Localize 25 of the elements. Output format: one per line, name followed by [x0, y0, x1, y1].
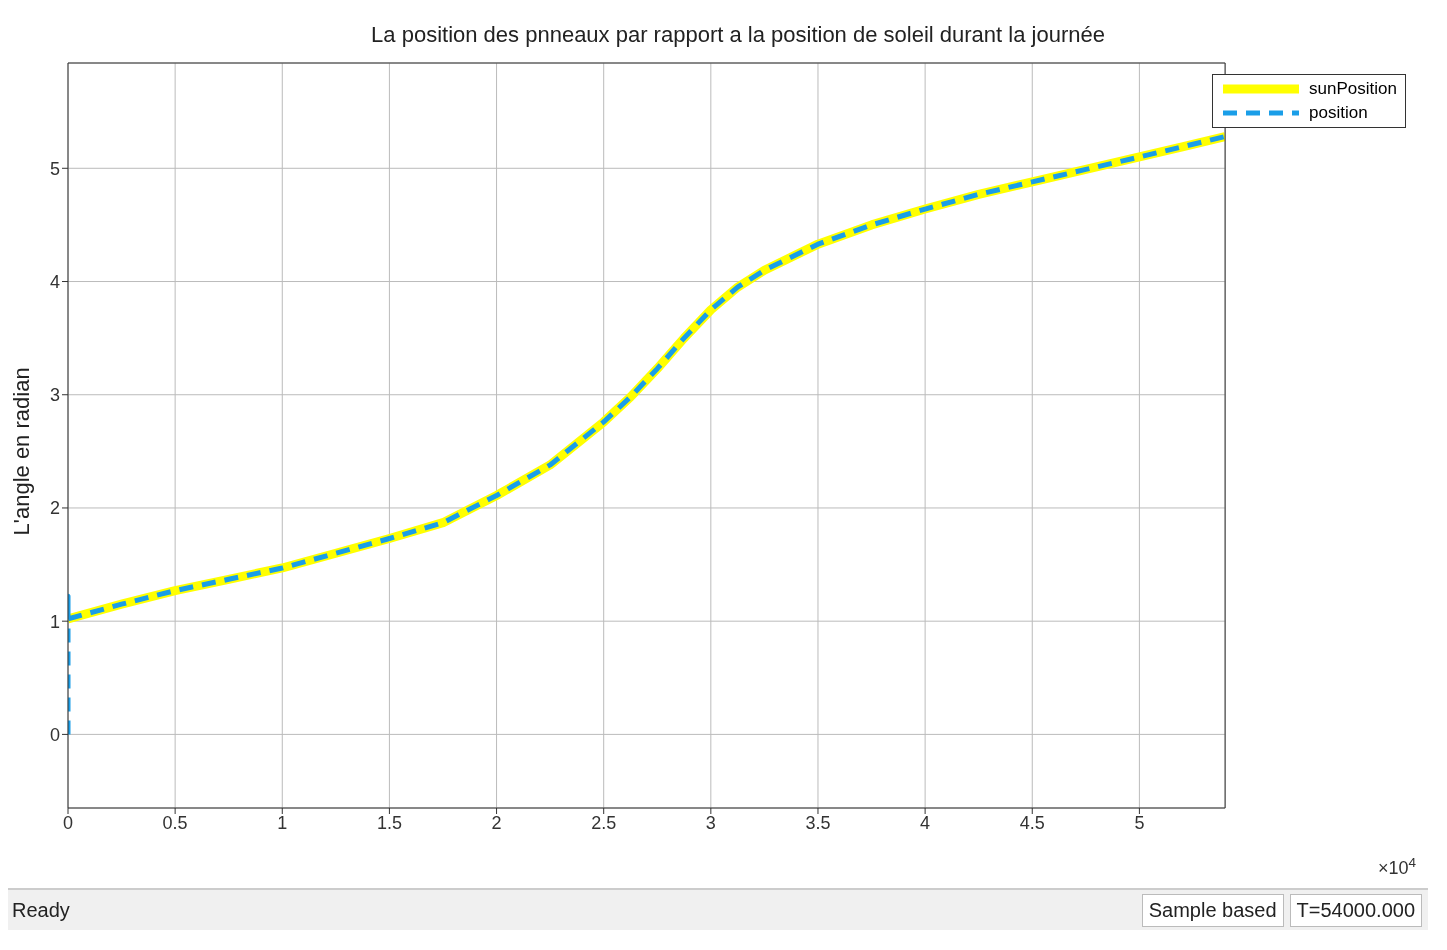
y-tick-label: 0 — [49, 724, 60, 745]
y-tick-label: 4 — [49, 271, 60, 292]
x-tick-label: 0 — [62, 812, 74, 833]
x-tick-label: 0.5 — [162, 812, 188, 833]
x-tick-label: 1.5 — [376, 812, 402, 833]
x-tick-label: 1 — [277, 812, 288, 833]
text: Ready — [11, 898, 71, 922]
x-tick-label: 2.5 — [591, 812, 617, 833]
x-tick-label: 3 — [705, 812, 716, 833]
x-tick-label: 3.5 — [805, 812, 831, 833]
y-tick-label: 5 — [49, 158, 60, 179]
x-tick-label: 4.5 — [1019, 812, 1045, 833]
text: ×10$^{4}$ — [1377, 854, 1417, 878]
legend-label: position — [1309, 103, 1368, 123]
y-tick-label: 3 — [49, 385, 60, 406]
text: Sample based — [1141, 893, 1284, 927]
y-tick-label: 2 — [49, 498, 60, 519]
y-tick-label: 1 — [49, 611, 60, 632]
text: T=54000.000 — [1289, 893, 1422, 927]
x-tick-label: 4 — [920, 812, 931, 833]
x-tick-label: 5 — [1134, 812, 1145, 833]
legend-label: sunPosition — [1309, 79, 1397, 99]
x-tick-label: 2 — [491, 812, 502, 833]
y-axis-title: L'angle en radian — [8, 367, 34, 536]
chart-title: La position des pnneaux par rapport a la position de soleil durant la journée — [371, 22, 1105, 47]
